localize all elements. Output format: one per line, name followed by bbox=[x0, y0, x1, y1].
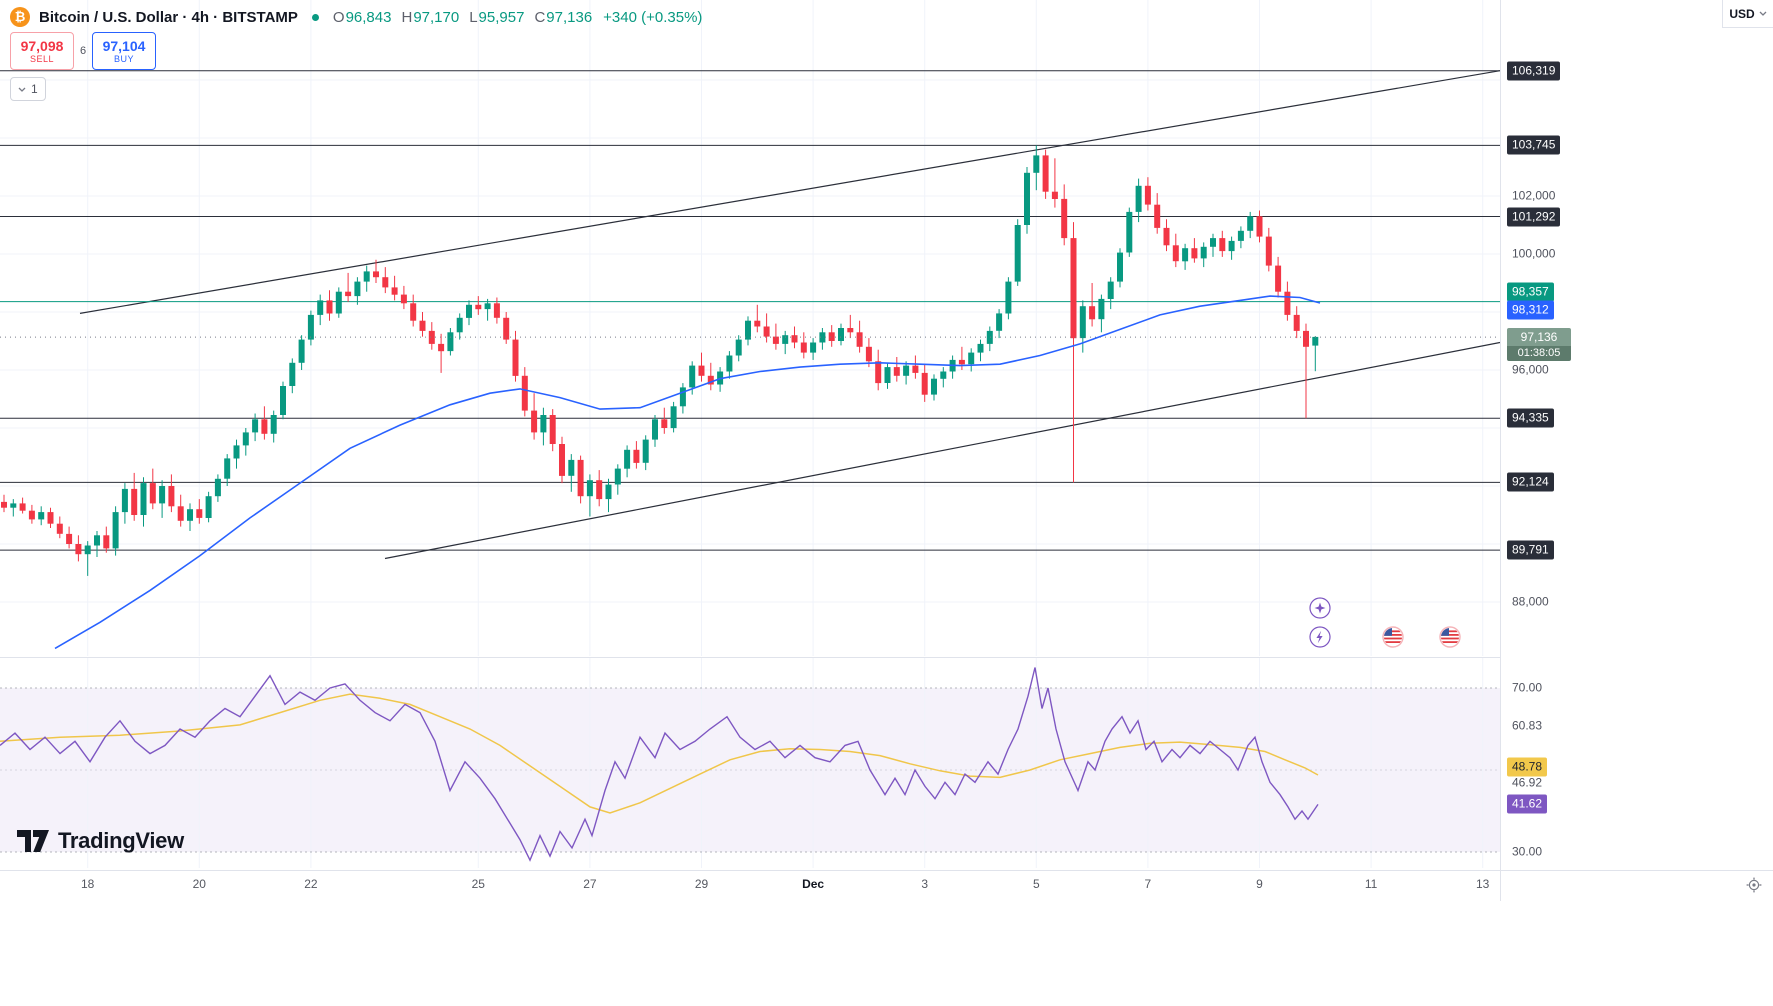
price-axis-label: 100,000 bbox=[1512, 246, 1556, 261]
rsi-pane[interactable] bbox=[0, 658, 1500, 868]
ohlc-values: O96,843 H97,170 L95,957 C97,136 bbox=[333, 9, 592, 26]
pane-separator[interactable] bbox=[0, 657, 1773, 658]
time-axis[interactable]: 18 20 22 25 27 29 Dec 3 5 7 9 11 13 bbox=[0, 870, 1773, 901]
lightning-event-icon[interactable] bbox=[1309, 626, 1331, 653]
ohlc-value-l: L95,957 bbox=[469, 8, 525, 26]
market-status-dot bbox=[311, 13, 319, 21]
sell-label: SELL bbox=[29, 53, 55, 64]
time-axis-label: 22 bbox=[304, 877, 318, 891]
price-axis-label: 102,000 bbox=[1512, 188, 1556, 203]
time-axis-label: 20 bbox=[192, 877, 206, 891]
price-change: +340 (+0.35%) bbox=[603, 8, 703, 26]
rsi-axis-label: 70.00 bbox=[1512, 680, 1543, 695]
rsi-axis-label: 30.00 bbox=[1512, 844, 1543, 859]
ohlc-value-o: O96,843 bbox=[332, 8, 392, 26]
price-axis-label: 92,124 bbox=[1507, 472, 1554, 492]
rsi-axis-label: 60.83 bbox=[1512, 718, 1543, 733]
price-axis-label: 94,335 bbox=[1507, 408, 1554, 428]
sparkle-idea-icon[interactable] bbox=[1309, 597, 1331, 624]
price-axis-label: 103,745 bbox=[1507, 135, 1561, 155]
price-axis[interactable]: 106,319 103,745 102,000 101,292 100,000 98,35… bbox=[1500, 0, 1773, 870]
price-axis-label: 88,000 bbox=[1512, 594, 1549, 609]
currency-label: USD bbox=[1729, 6, 1755, 21]
price-axis-label: 98,312 bbox=[1507, 300, 1554, 320]
tradingview-logo[interactable]: TradingView bbox=[16, 828, 184, 854]
chevron-down-icon bbox=[18, 87, 26, 92]
ohlc-value-c: C97,136 bbox=[534, 8, 593, 26]
time-axis-label: 29 bbox=[694, 877, 709, 891]
time-axis-label: 5 bbox=[1032, 877, 1040, 891]
price-axis-label: 101,292 bbox=[1507, 207, 1561, 227]
buy-button[interactable]: 97,104 BUY bbox=[92, 32, 156, 70]
chevron-down-icon bbox=[1759, 11, 1767, 16]
us-flag-event-icon[interactable] bbox=[1439, 626, 1461, 653]
last-price-label: 97,136 bbox=[1507, 328, 1571, 347]
price-axis-label: 89,791 bbox=[1507, 540, 1554, 560]
rsi-axis-label: 46.92 bbox=[1512, 775, 1543, 790]
rsi-axis-label: 41.62 bbox=[1507, 794, 1548, 814]
buy-price: 97,104 bbox=[102, 37, 146, 54]
ohlc-value-h: H97,170 bbox=[401, 8, 460, 26]
spread-value: 6 bbox=[79, 45, 87, 57]
rsi-axis-label: 48.78 bbox=[1507, 757, 1548, 777]
sell-price: 97,098 bbox=[20, 37, 64, 54]
price-axis-label: 106,319 bbox=[1507, 61, 1561, 81]
axis-settings-gear-icon[interactable] bbox=[1746, 877, 1762, 893]
us-flag-event-icon[interactable] bbox=[1382, 626, 1404, 653]
pill-count: 1 bbox=[31, 82, 38, 96]
legend-collapse-pill[interactable]: 1 bbox=[10, 77, 46, 101]
time-axis-label: Dec bbox=[802, 877, 825, 891]
time-axis-label: 13 bbox=[1476, 877, 1490, 891]
time-axis-label: 11 bbox=[1364, 877, 1378, 891]
bar-countdown: 01:38:05 bbox=[1507, 346, 1571, 362]
time-axis-label: 18 bbox=[81, 877, 95, 891]
tradingview-logo-text: TradingView bbox=[58, 828, 184, 853]
time-axis-label: 27 bbox=[583, 877, 597, 891]
time-axis-label: 3 bbox=[921, 877, 929, 891]
price-chart-pane[interactable] bbox=[0, 0, 1500, 656]
trade-panel: 97,098 SELL 6 97,104 BUY bbox=[10, 32, 156, 70]
sell-button[interactable]: 97,098 SELL bbox=[10, 32, 74, 70]
symbol-legend: ₿ Bitcoin / U.S. Dollar · 4h · BITSTAMP … bbox=[10, 7, 702, 27]
time-axis-label: 7 bbox=[1144, 877, 1152, 891]
time-axis-label: 25 bbox=[471, 877, 485, 891]
time-axis-label: 9 bbox=[1256, 877, 1263, 891]
buy-label: BUY bbox=[113, 53, 134, 64]
price-axis-label: 98,357 bbox=[1507, 282, 1554, 302]
bitcoin-icon: ₿ bbox=[10, 7, 30, 27]
time-axis-corner bbox=[1500, 871, 1773, 901]
currency-selector[interactable]: USD bbox=[1722, 0, 1773, 28]
current-price-axis-label: 97,136 01:38:05 bbox=[1507, 328, 1571, 362]
price-axis-label: 96,000 bbox=[1512, 362, 1549, 377]
tradingview-logo-mark bbox=[17, 830, 49, 852]
symbol-title[interactable]: Bitcoin / U.S. Dollar · 4h · BITSTAMP bbox=[39, 8, 298, 26]
